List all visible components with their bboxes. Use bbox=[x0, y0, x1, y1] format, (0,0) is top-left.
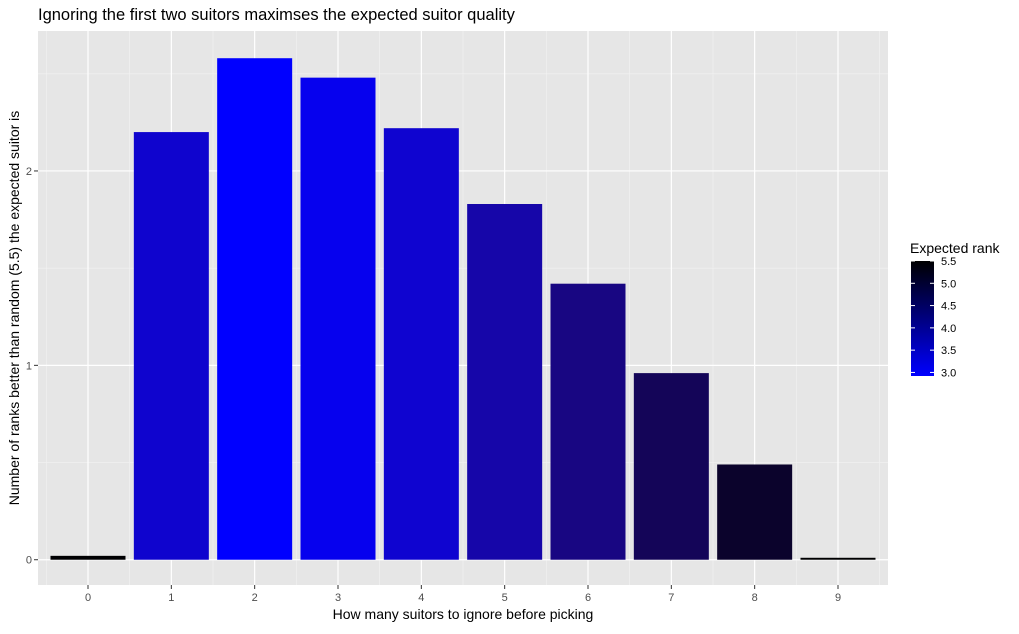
legend: Expected rank 5.5 5.0 4.5 4.0 3.5 3.0 bbox=[910, 240, 1000, 379]
y-tick-label: 0 bbox=[26, 555, 32, 567]
bar-6 bbox=[550, 283, 626, 560]
x-tick-label: 7 bbox=[668, 592, 674, 604]
bar-1 bbox=[133, 132, 209, 560]
legend-tick-label: 5.5 bbox=[941, 256, 956, 268]
chart-title: Ignoring the first two suitors maximses … bbox=[38, 6, 516, 24]
legend-tick-label: 3.5 bbox=[941, 345, 956, 357]
legend-colorbar bbox=[911, 261, 934, 376]
x-tick-label: 2 bbox=[252, 592, 258, 604]
bar-7 bbox=[633, 373, 709, 560]
x-tick-label: 8 bbox=[752, 592, 758, 604]
bar-4 bbox=[383, 128, 459, 560]
y-axis-label: Number of ranks better than random (5.5)… bbox=[6, 111, 22, 506]
legend-tick-label: 4.0 bbox=[941, 323, 956, 335]
bar-0 bbox=[50, 555, 126, 560]
x-tick-label: 5 bbox=[502, 592, 508, 604]
x-tick-label: 1 bbox=[168, 592, 174, 604]
y-tick-label: 2 bbox=[26, 166, 32, 178]
y-tick-label: 1 bbox=[26, 360, 32, 372]
bar-2 bbox=[217, 58, 293, 560]
x-tick-label: 4 bbox=[418, 592, 424, 604]
legend-tick-label: 3.0 bbox=[941, 367, 956, 379]
x-tick-label: 3 bbox=[335, 592, 341, 604]
bar-8 bbox=[717, 464, 793, 560]
bar-3 bbox=[300, 77, 376, 560]
x-tick-label: 9 bbox=[835, 592, 841, 604]
bar-9 bbox=[800, 557, 876, 560]
legend-title: Expected rank bbox=[910, 240, 1000, 256]
y-axis: 0 1 2 bbox=[26, 166, 38, 567]
bar-5 bbox=[467, 204, 543, 560]
bars-layer bbox=[50, 58, 876, 560]
legend-tick-label: 5.0 bbox=[941, 278, 956, 290]
legend-tick-label: 4.5 bbox=[941, 301, 956, 313]
x-axis: 0 1 2 3 4 5 6 7 8 9 bbox=[85, 585, 841, 604]
x-axis-label: How many suitors to ignore before pickin… bbox=[333, 606, 594, 622]
legend-ticks: 5.5 5.0 4.5 4.0 3.5 3.0 bbox=[911, 256, 956, 379]
x-tick-label: 0 bbox=[85, 592, 91, 604]
x-tick-label: 6 bbox=[585, 592, 591, 604]
